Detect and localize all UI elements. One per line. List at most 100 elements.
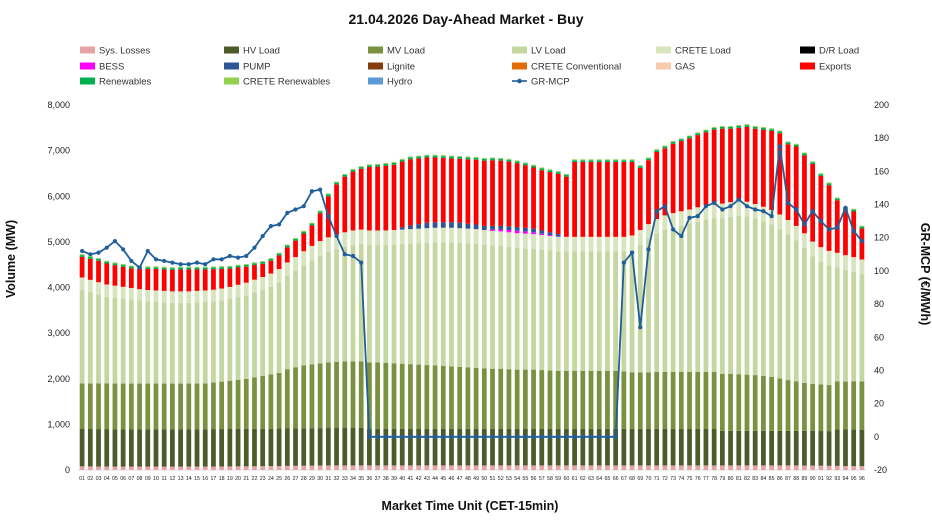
bar-segment xyxy=(637,372,643,429)
bar-segment xyxy=(670,371,676,429)
mcp-point xyxy=(359,260,364,265)
mcp-point xyxy=(654,209,659,214)
bar-segment xyxy=(605,251,610,371)
bar-segment xyxy=(719,430,725,466)
x-tick-label: 90 xyxy=(810,476,816,482)
bar-segment xyxy=(120,264,126,265)
x-tick-label: 08 xyxy=(137,476,143,482)
mcp-point xyxy=(424,434,429,439)
bar-segment xyxy=(818,431,824,466)
bar-segment xyxy=(87,466,93,470)
bar-segment xyxy=(769,129,774,131)
bar-segment xyxy=(260,466,266,470)
bar-segment xyxy=(859,226,865,229)
bar-segment xyxy=(399,428,405,466)
x-tick-label: 67 xyxy=(621,476,627,482)
x-tick-label: 84 xyxy=(760,476,766,482)
bar-segment xyxy=(695,221,701,372)
bar-segment xyxy=(777,229,783,379)
bar-segment xyxy=(555,171,561,173)
bar-segment xyxy=(802,152,807,154)
bar-segment xyxy=(128,383,134,430)
bar-segment xyxy=(654,428,660,466)
bar-segment xyxy=(358,465,364,470)
y-axis-label: Volume (MW) xyxy=(4,220,18,298)
bar-segment xyxy=(219,267,225,269)
bar-segment xyxy=(87,292,93,384)
bar-segment xyxy=(170,269,175,292)
bar-segment xyxy=(826,385,832,432)
bar-segment xyxy=(572,251,577,371)
bar-segment xyxy=(744,216,750,375)
bar-segment xyxy=(194,267,200,270)
bar-segment xyxy=(301,251,307,266)
bar-segment xyxy=(284,369,290,429)
mcp-point xyxy=(400,434,405,439)
x-tick-label: 64 xyxy=(596,476,602,482)
bar-segment xyxy=(843,255,848,270)
bar-segment xyxy=(219,300,225,382)
bar-segment xyxy=(555,173,561,235)
x-tick-label: 60 xyxy=(563,476,569,482)
x-tick-label: 61 xyxy=(572,476,578,482)
bar-segment xyxy=(810,383,816,431)
bar-segment xyxy=(309,222,315,224)
bar-segment xyxy=(539,168,545,171)
bar-segment xyxy=(227,266,233,269)
mcp-point xyxy=(679,233,684,239)
bar-segment xyxy=(596,465,602,470)
bar-segment xyxy=(334,361,339,429)
bar-segment xyxy=(802,430,807,466)
bar-segment xyxy=(325,362,331,429)
legend-swatch xyxy=(224,46,239,54)
bar-segment xyxy=(498,465,504,470)
bar-segment xyxy=(711,371,717,429)
bar-segment xyxy=(703,132,709,205)
bar-segment xyxy=(104,429,110,467)
bar-segment xyxy=(522,227,528,232)
bar-segment xyxy=(736,374,742,431)
mcp-point xyxy=(194,260,200,265)
bar-segment xyxy=(769,128,774,130)
bar-segment xyxy=(761,126,766,128)
bar-segment xyxy=(473,159,479,225)
bar-segment xyxy=(711,129,717,204)
mcp-point xyxy=(720,207,725,212)
bar-segment xyxy=(391,363,397,429)
bar-segment xyxy=(96,294,101,384)
y2-tick-label: 40 xyxy=(874,365,884,375)
mcp-point xyxy=(523,434,528,439)
bar-segment xyxy=(654,149,660,151)
bar-segment xyxy=(79,428,85,467)
bar-segment xyxy=(490,465,495,470)
bar-segment xyxy=(350,171,356,231)
bar-segment xyxy=(473,367,479,429)
bar-segment xyxy=(662,146,668,149)
bar-segment xyxy=(522,369,528,429)
bar-segment xyxy=(843,269,848,382)
bar-segment xyxy=(662,148,668,216)
bar-segment xyxy=(276,252,282,254)
bar-segment xyxy=(260,261,266,262)
bar-segment xyxy=(761,376,766,431)
y-axis-right: -20 0 20 40 60 80 100 120 140 160 180 200 xyxy=(874,100,889,475)
bar-segment xyxy=(317,210,323,212)
bar-segment xyxy=(654,150,660,152)
bar-segment xyxy=(629,465,635,470)
x-tick-label: 70 xyxy=(646,476,652,482)
bar-segment xyxy=(342,232,348,247)
bar-segment xyxy=(96,466,101,470)
bar-segment xyxy=(605,236,610,252)
bar-segment xyxy=(96,258,101,259)
mcp-point xyxy=(391,434,397,439)
bar-segment xyxy=(654,465,660,470)
bar-segment xyxy=(834,197,840,199)
bar-segment xyxy=(128,268,134,288)
bar-segment xyxy=(506,161,512,227)
y-tick-label: 1,000 xyxy=(47,419,70,429)
bar-segment xyxy=(465,465,471,470)
legend-label: CRETE Conventional xyxy=(531,62,621,73)
bar-segment xyxy=(260,375,266,429)
y2-tick-label: 120 xyxy=(874,233,889,243)
bar-segment xyxy=(112,466,118,470)
